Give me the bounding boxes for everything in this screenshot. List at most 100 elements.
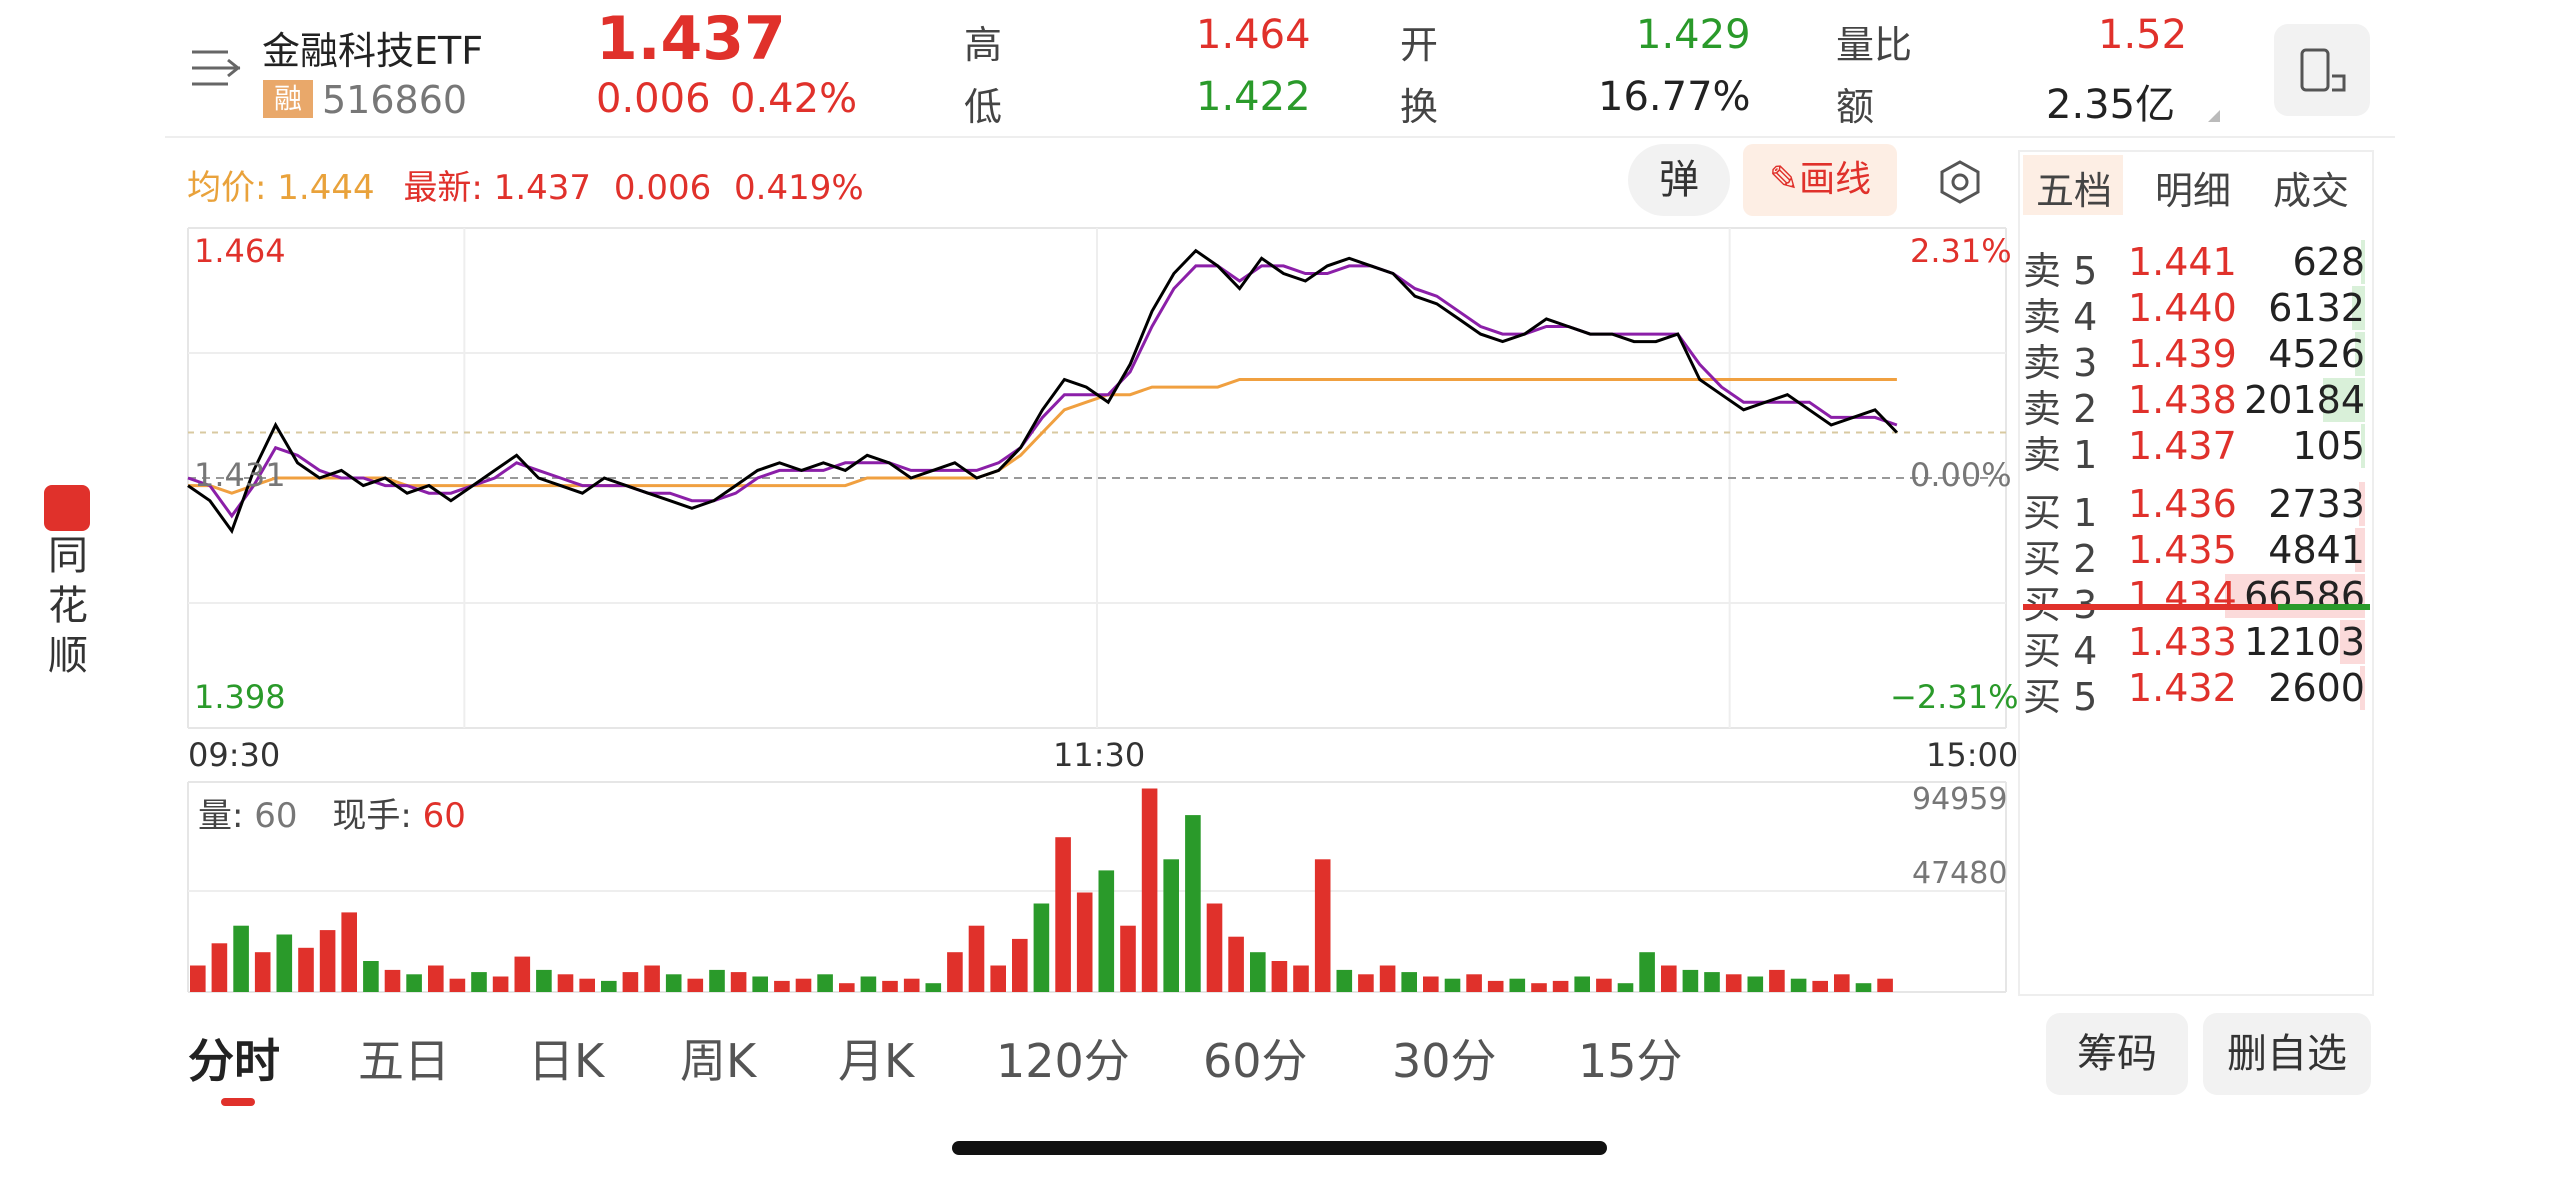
volume-bar [1033, 903, 1050, 992]
amount-label: 额 [1836, 85, 1875, 129]
buy-volume: 2733 [2268, 482, 2365, 526]
volume-bar [882, 980, 898, 992]
volume-bar [1704, 972, 1720, 992]
axis-top-price: 1.464 [194, 232, 286, 270]
buy-row[interactable]: 买 1 1.436 2733 [2023, 474, 2365, 535]
side-brand[interactable]: 同 花 顺 [40, 485, 96, 681]
period-tab[interactable]: 15分 [1578, 1034, 1683, 1088]
buy-price: 1.433 [2128, 620, 2237, 664]
period-tab[interactable]: 日K [528, 1034, 605, 1088]
period-tab[interactable]: 120分 [996, 1034, 1130, 1088]
security-code: 516860 [322, 78, 468, 122]
buy-row[interactable]: 买 2 1.435 4841 [2023, 520, 2365, 581]
volume-bar [254, 952, 271, 992]
volume-bar [384, 969, 401, 992]
sell-label: 卖 2 [2023, 387, 2098, 431]
landscape-toggle-button[interactable] [2274, 24, 2370, 116]
security-name: 金融科技ETF [262, 29, 484, 73]
volume-bar [1379, 965, 1396, 992]
volume-bar [1423, 976, 1439, 992]
volume-bar [298, 947, 314, 992]
menu-icon[interactable] [188, 46, 244, 90]
volume-bar [1314, 859, 1331, 992]
period-tab[interactable]: 分时 [188, 1034, 280, 1088]
brand-char: 顺 [48, 633, 88, 679]
volume-bar [1790, 978, 1807, 992]
chips-button[interactable]: 筹码 [2046, 1013, 2188, 1095]
draw-line-button[interactable]: ✎画线 [1743, 144, 1897, 216]
buy-volume: 66586 [2244, 574, 2365, 618]
period-tab[interactable]: 月K [838, 1034, 915, 1088]
expand-corner-icon[interactable] [2208, 110, 2220, 122]
volume-bar [644, 965, 660, 992]
vol-label: 量: [198, 796, 244, 836]
volume-bar [925, 983, 942, 992]
volume-bar [903, 978, 920, 992]
open-value: 1.429 [1636, 12, 1751, 58]
sell-price: 1.440 [2128, 286, 2237, 330]
sell-label: 卖 3 [2023, 341, 2098, 385]
volume-bar [1877, 978, 1893, 992]
latest-change: 0.006 [613, 168, 712, 208]
volume-bar [536, 969, 552, 992]
buy-price: 1.435 [2128, 528, 2237, 572]
sell-row[interactable]: 卖 1 1.437 105 [2023, 416, 2365, 477]
quote-header: 金融科技ETF 融 516860 1.437 0.006 0.42% 高 1.4… [0, 0, 2556, 138]
volume-bar [1012, 938, 1028, 992]
time-mid: 11:30 [1053, 736, 1146, 774]
period-tab[interactable]: 周K [680, 1034, 757, 1088]
period-tab[interactable]: 五日 [358, 1034, 450, 1088]
vol-axis-max: 94959 [1912, 782, 2008, 817]
price-change: 0.006 [596, 76, 711, 122]
volume-bar [860, 976, 877, 992]
period-tab[interactable]: 30分 [1392, 1034, 1497, 1088]
buy-row[interactable]: 买 5 1.432 2600 [2023, 658, 2365, 719]
sell-row[interactable]: 卖 2 1.438 20184 [2023, 370, 2365, 431]
danmu-toggle-button[interactable]: 弹 [1628, 144, 1730, 216]
buy-price: 1.436 [2128, 482, 2237, 526]
volume-bar [1725, 974, 1742, 992]
buy-volume-bar [2359, 666, 2365, 710]
volume-bar [211, 943, 228, 992]
volume-bar [1098, 870, 1115, 992]
buy-label: 买 1 [2023, 491, 2098, 535]
tab-details[interactable]: 明细 [2155, 169, 2232, 213]
volume-bar [1855, 983, 1872, 992]
tab-trades[interactable]: 成交 [2273, 169, 2350, 213]
buy-row[interactable]: 买 4 1.433 12103 [2023, 612, 2365, 673]
volume-bar [233, 925, 249, 992]
pencil-icon: ✎ [1768, 159, 1800, 200]
volume-bar [1509, 978, 1526, 992]
brand-char: 同 [48, 533, 88, 579]
open-label: 开 [1400, 23, 1439, 67]
buy-label: 买 2 [2023, 537, 2098, 581]
tab-five-levels[interactable]: 五档 [2036, 169, 2113, 213]
sell-row[interactable]: 卖 5 1.441 628 [2023, 232, 2365, 293]
volume-bar [622, 972, 639, 992]
sell-row[interactable]: 卖 3 1.439 4526 [2023, 324, 2365, 385]
volume-bar [665, 974, 682, 992]
buy-price: 1.432 [2128, 666, 2237, 710]
volume-bar [1834, 974, 1850, 992]
avg-price-line [188, 378, 1897, 495]
volume-bar [1206, 903, 1223, 992]
settings-icon[interactable] [1934, 156, 1986, 208]
axis-bottom-pct: −2.31% [1890, 678, 2019, 716]
header-divider [165, 136, 2395, 138]
draw-line-label: 画线 [1799, 159, 1872, 200]
volume-bar [1120, 925, 1136, 992]
volume-bar [1617, 983, 1634, 992]
low-value: 1.422 [1196, 74, 1311, 120]
remove-watchlist-button[interactable]: 删自选 [2203, 1013, 2371, 1095]
home-indicator[interactable] [952, 1141, 1607, 1155]
sell-row[interactable]: 卖 4 1.440 6132 [2023, 278, 2365, 339]
period-tab[interactable]: 60分 [1203, 1034, 1308, 1088]
volume-bar [1444, 978, 1461, 992]
volume-bar [839, 983, 855, 992]
buy-volume-bar [2359, 482, 2365, 526]
sell-volume: 628 [2292, 240, 2365, 284]
sell-volume: 6132 [2268, 286, 2365, 330]
volume-bar [190, 965, 206, 992]
buy-label: 买 4 [2023, 629, 2098, 673]
